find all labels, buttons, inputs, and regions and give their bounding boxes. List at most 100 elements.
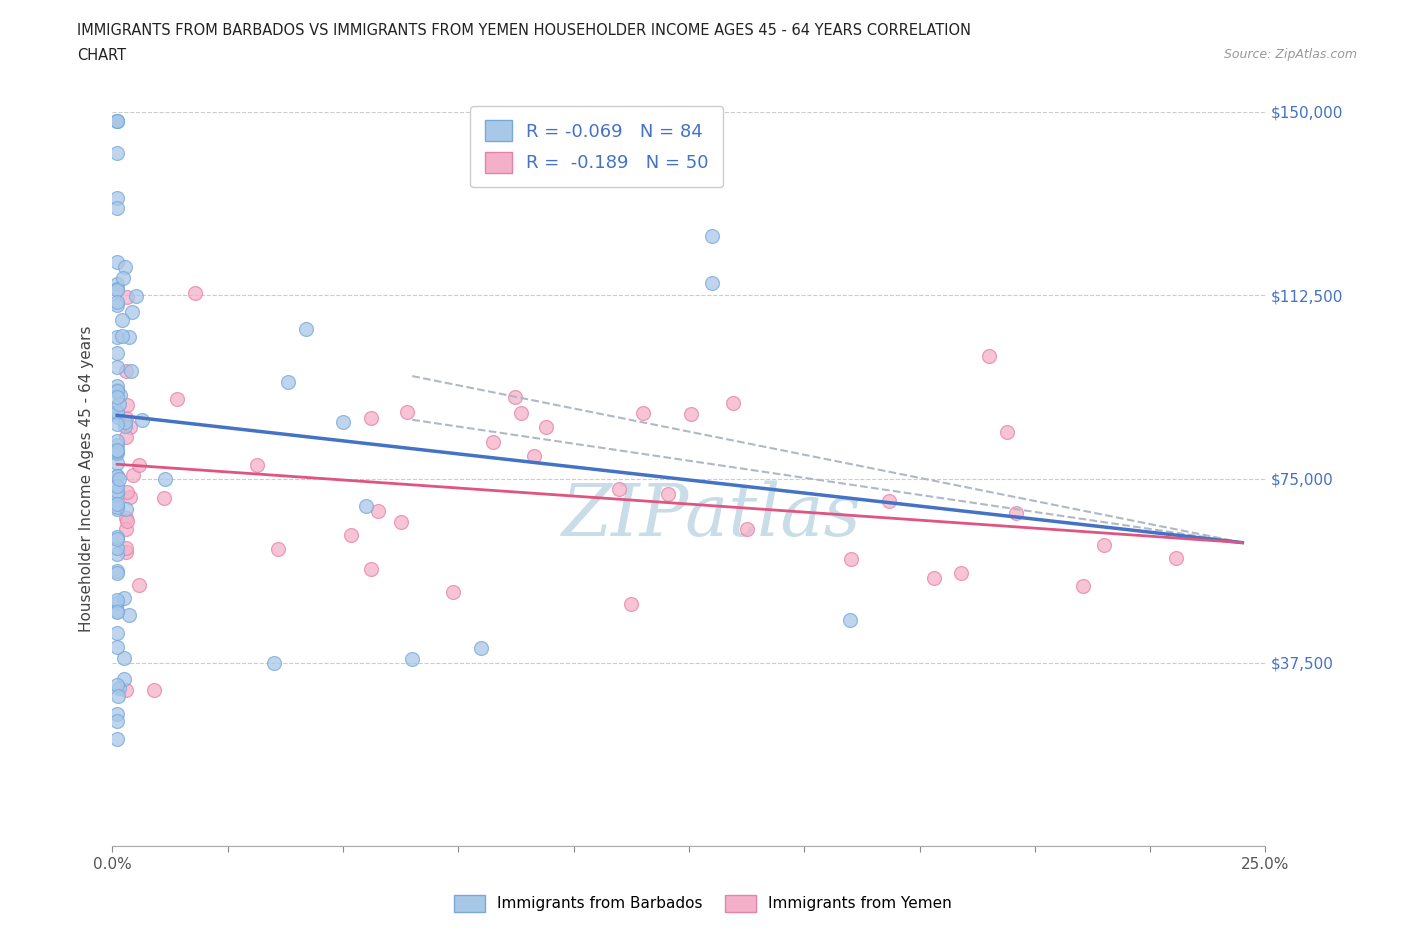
Point bbox=[332, 415, 354, 430]
Point bbox=[118, 490, 141, 505]
Point bbox=[105, 592, 128, 607]
Point bbox=[620, 596, 643, 611]
Point bbox=[105, 114, 128, 129]
Point bbox=[105, 564, 128, 578]
Point bbox=[118, 607, 141, 622]
Point bbox=[115, 485, 138, 499]
Point bbox=[120, 364, 142, 379]
Point bbox=[115, 540, 138, 555]
Point bbox=[105, 640, 128, 655]
Point bbox=[360, 410, 382, 425]
Point bbox=[105, 190, 128, 205]
Point bbox=[389, 514, 412, 529]
Point bbox=[112, 271, 135, 286]
Point bbox=[105, 254, 128, 269]
Point bbox=[108, 396, 131, 411]
Point bbox=[166, 392, 188, 406]
Point bbox=[105, 626, 128, 641]
Point bbox=[117, 290, 139, 305]
Point bbox=[922, 570, 945, 585]
Point bbox=[110, 388, 132, 403]
Point bbox=[735, 522, 758, 537]
Point bbox=[263, 656, 285, 671]
Point bbox=[124, 288, 146, 303]
Point bbox=[679, 406, 702, 421]
Point bbox=[105, 678, 128, 693]
Point bbox=[503, 390, 526, 405]
Point bbox=[105, 604, 128, 619]
Point bbox=[1073, 578, 1095, 593]
Point bbox=[354, 498, 377, 513]
Point bbox=[950, 565, 973, 580]
Point bbox=[105, 442, 128, 457]
Point bbox=[105, 565, 128, 580]
Point bbox=[115, 514, 138, 529]
Point bbox=[153, 472, 176, 487]
Point bbox=[105, 114, 128, 129]
Point bbox=[115, 501, 138, 516]
Point bbox=[995, 424, 1018, 439]
Point bbox=[721, 395, 744, 410]
Point bbox=[510, 405, 533, 420]
Point bbox=[105, 469, 128, 484]
Point bbox=[839, 612, 862, 627]
Point bbox=[105, 390, 128, 405]
Point bbox=[108, 472, 131, 486]
Point bbox=[105, 546, 128, 561]
Point bbox=[128, 578, 150, 592]
Point bbox=[105, 486, 128, 501]
Point bbox=[523, 448, 546, 463]
Text: CHART: CHART bbox=[77, 48, 127, 63]
Point bbox=[607, 482, 630, 497]
Point bbox=[105, 445, 128, 460]
Point bbox=[340, 528, 363, 543]
Point bbox=[105, 383, 128, 398]
Point bbox=[482, 435, 505, 450]
Text: IMMIGRANTS FROM BARBADOS VS IMMIGRANTS FROM YEMEN HOUSEHOLDER INCOME AGES 45 - 6: IMMIGRANTS FROM BARBADOS VS IMMIGRANTS F… bbox=[77, 23, 972, 38]
Point bbox=[107, 689, 129, 704]
Point bbox=[115, 511, 138, 525]
Point bbox=[111, 312, 134, 327]
Point bbox=[839, 551, 862, 566]
Point bbox=[117, 397, 139, 412]
Point bbox=[105, 282, 128, 297]
Point bbox=[534, 419, 557, 434]
Point bbox=[115, 364, 138, 379]
Point bbox=[105, 330, 128, 345]
Point bbox=[105, 379, 128, 394]
Point bbox=[105, 434, 128, 449]
Point bbox=[267, 542, 290, 557]
Point bbox=[114, 418, 136, 433]
Point bbox=[1166, 551, 1188, 565]
Point bbox=[118, 330, 141, 345]
Point bbox=[105, 501, 128, 516]
Point bbox=[441, 584, 464, 599]
Point bbox=[877, 494, 900, 509]
Point bbox=[105, 359, 128, 374]
Point bbox=[115, 682, 138, 697]
Point bbox=[105, 384, 128, 399]
Point bbox=[105, 603, 128, 618]
Point bbox=[105, 531, 128, 546]
Point bbox=[107, 409, 129, 424]
Point bbox=[396, 405, 419, 419]
Point bbox=[1092, 538, 1115, 552]
Point bbox=[121, 304, 143, 319]
Point bbox=[115, 522, 138, 537]
Point bbox=[105, 497, 128, 512]
Text: Source: ZipAtlas.com: Source: ZipAtlas.com bbox=[1223, 48, 1357, 61]
Point bbox=[700, 275, 723, 290]
Point bbox=[295, 321, 318, 336]
Point bbox=[360, 562, 382, 577]
Point bbox=[115, 430, 138, 445]
Point bbox=[105, 456, 128, 471]
Y-axis label: Householder Income Ages 45 - 64 years: Householder Income Ages 45 - 64 years bbox=[79, 326, 94, 632]
Point bbox=[112, 651, 135, 666]
Point bbox=[105, 707, 128, 722]
Point bbox=[105, 713, 128, 728]
Point bbox=[115, 545, 138, 560]
Point bbox=[105, 595, 128, 610]
Point bbox=[114, 415, 136, 430]
Point bbox=[184, 286, 207, 300]
Point bbox=[105, 345, 128, 360]
